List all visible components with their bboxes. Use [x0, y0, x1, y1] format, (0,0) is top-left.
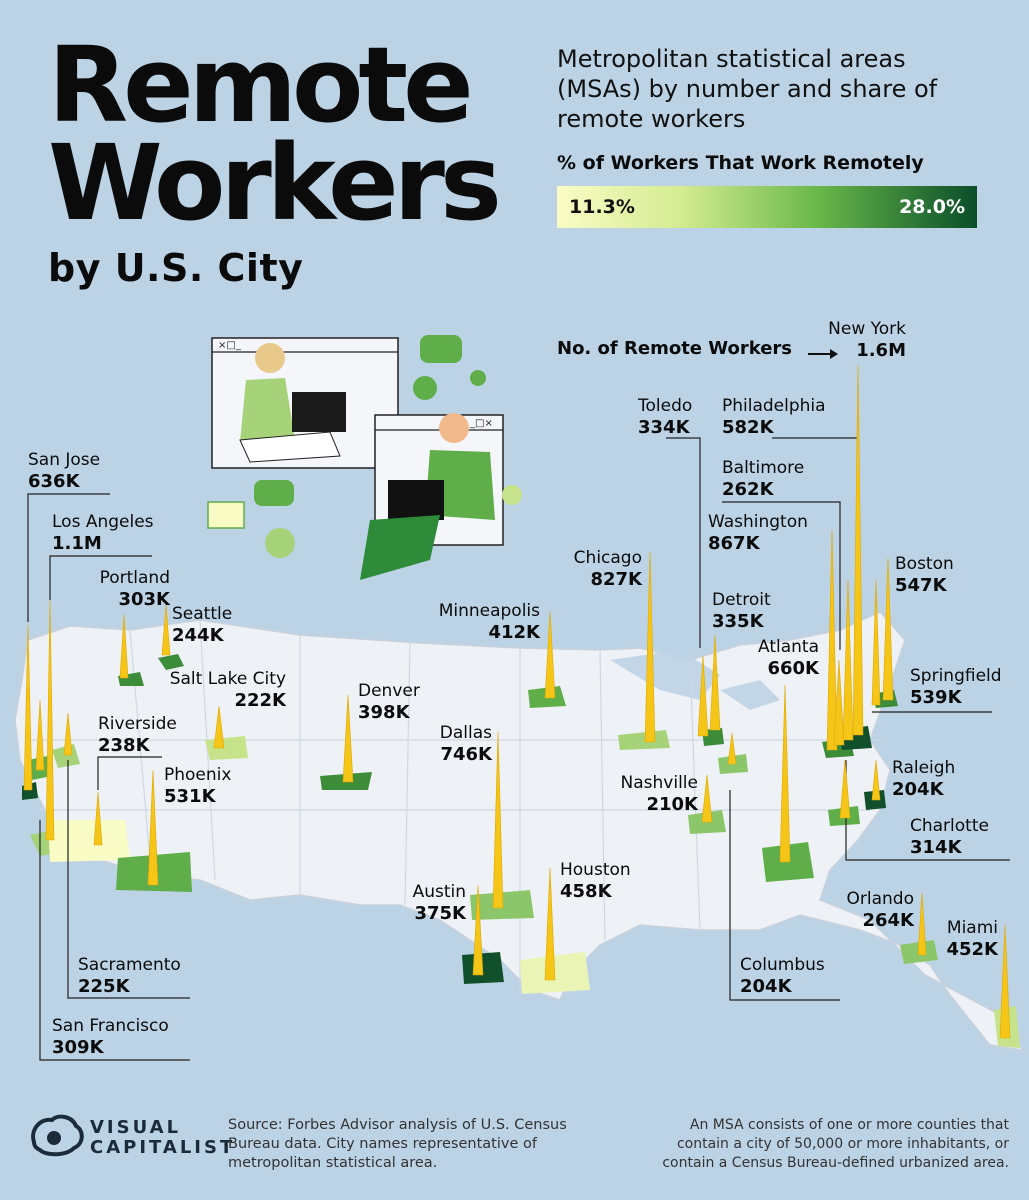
spike-austin	[472, 884, 484, 976]
msa-definition-note: An MSA consists of one or more counties …	[662, 1117, 1009, 1171]
city-label-charlotte: Charlotte 314K	[910, 816, 989, 858]
spike-denver	[342, 694, 354, 783]
subtitle: Metropolitan statistical areas (MSAs) by…	[557, 45, 938, 133]
spike-springfield	[871, 579, 881, 706]
city-label-san-francisco: San Francisco 309K	[52, 1016, 169, 1058]
city-label-raleigh: Raleigh 204K	[892, 758, 956, 800]
spike-charlotte	[839, 759, 851, 819]
city-label-toledo: Toledo 334K	[638, 396, 693, 438]
city-label-boston: Boston 547K	[895, 554, 954, 596]
city-label-austin: Austin 375K	[412, 882, 466, 924]
city-label-washington: Washington 867K	[708, 512, 808, 554]
spike-dallas	[492, 731, 504, 909]
spike-raleigh	[871, 759, 881, 801]
title-line-2: Workers	[48, 122, 502, 244]
city-label-springfield: Springfield 539K	[910, 666, 1002, 708]
region-slc	[205, 736, 248, 760]
spike-la	[45, 599, 55, 841]
city-label-denver: Denver 398K	[358, 681, 420, 723]
region-seattle	[158, 654, 184, 670]
city-label-chicago: Chicago 827K	[573, 548, 642, 590]
svg-text:×□_: ×□_	[218, 340, 242, 351]
city-label-salt-lake-city: Salt Lake City 222K	[169, 669, 286, 711]
city-label-seattle: Seattle 244K	[172, 604, 233, 646]
spike-riverside	[93, 791, 103, 846]
spike-washington	[826, 529, 838, 751]
city-label-minneapolis: Minneapolis 412K	[438, 601, 540, 643]
visual-capitalist-logo-icon	[31, 1114, 84, 1157]
city-label-riverside: Riverside 238K	[98, 714, 177, 756]
legend-max-label: 28.0%	[899, 196, 965, 218]
spike-nashville	[701, 774, 713, 823]
spike-seattle	[161, 604, 171, 656]
spike-atlanta	[779, 684, 791, 863]
city-label-los-angeles: Los Angeles 1.1M	[52, 512, 154, 554]
svg-text:_□×: _□×	[469, 418, 493, 429]
city-label-columbus: Columbus 204K	[740, 955, 825, 997]
spike-orlando	[917, 892, 927, 956]
city-label-miami: Miami 452K	[946, 918, 998, 960]
region-sacramento	[52, 744, 80, 768]
city-label-philadelphia: Philadelphia 582K	[722, 396, 826, 438]
city-label-dallas: Dallas 746K	[439, 723, 492, 765]
spike-sacramento	[63, 712, 73, 756]
arrow-right-icon	[808, 349, 838, 359]
city-label-san-jose: San Jose 636K	[28, 450, 101, 492]
spike-sf	[35, 699, 45, 771]
spike-boston	[882, 557, 894, 701]
city-label-baltimore: Baltimore 262K	[722, 458, 805, 500]
legend-gradient-bar: 11.3% 28.0%	[557, 186, 977, 228]
remote-workers-illustration: ×□_ _□×	[207, 335, 522, 580]
spike-minneapolis	[544, 611, 556, 699]
city-label-orlando: Orlando 264K	[846, 889, 914, 931]
spike-philadelphia	[842, 579, 854, 741]
legend-title: % of Workers That Work Remotely	[557, 152, 924, 174]
spike-portland	[119, 614, 129, 679]
city-label-atlanta: Atlanta 660K	[758, 637, 819, 679]
legend-min-label: 11.3%	[569, 196, 635, 218]
spike-phoenix	[147, 769, 159, 886]
us-map: ×□_ _□×	[14, 335, 1024, 1061]
spike-chicago	[644, 551, 656, 743]
region-chicago	[618, 730, 670, 750]
brand-wordmark: VISUAL CAPITALIST	[90, 1117, 236, 1158]
spikes	[23, 364, 1011, 1039]
city-label-sacramento: Sacramento 225K	[78, 955, 181, 997]
spike-miami	[999, 924, 1011, 1039]
city-label-nashville: Nashville 210K	[620, 773, 698, 815]
spike-detroit	[709, 634, 721, 731]
title-line-1: Remote	[48, 24, 474, 146]
city-label-phoenix: Phoenix 531K	[164, 765, 232, 807]
region-houston	[520, 952, 590, 994]
title-line-3: by U.S. City	[48, 246, 304, 290]
remote-count-legend: No. of Remote Workers	[557, 338, 793, 359]
city-label-portland: Portland 303K	[99, 568, 170, 610]
region-austin	[462, 952, 504, 984]
spike-houston	[544, 867, 556, 981]
page-title: Remote Workers by U.S. City	[48, 24, 502, 290]
spike-slc	[213, 705, 225, 749]
region-riverside	[48, 820, 130, 862]
spike-toledo	[697, 655, 709, 737]
city-label-new-york: New York 1.6M	[828, 319, 906, 361]
source-note: Source: Forbes Advisor analysis of U.S. …	[228, 1117, 567, 1171]
spike-columbus	[727, 732, 737, 765]
spike-sanjose	[23, 624, 33, 791]
city-label-houston: Houston 458K	[560, 860, 631, 902]
spike-newyork	[852, 364, 864, 736]
city-label-detroit: Detroit 335K	[712, 590, 771, 632]
spike-baltimore	[833, 659, 845, 746]
